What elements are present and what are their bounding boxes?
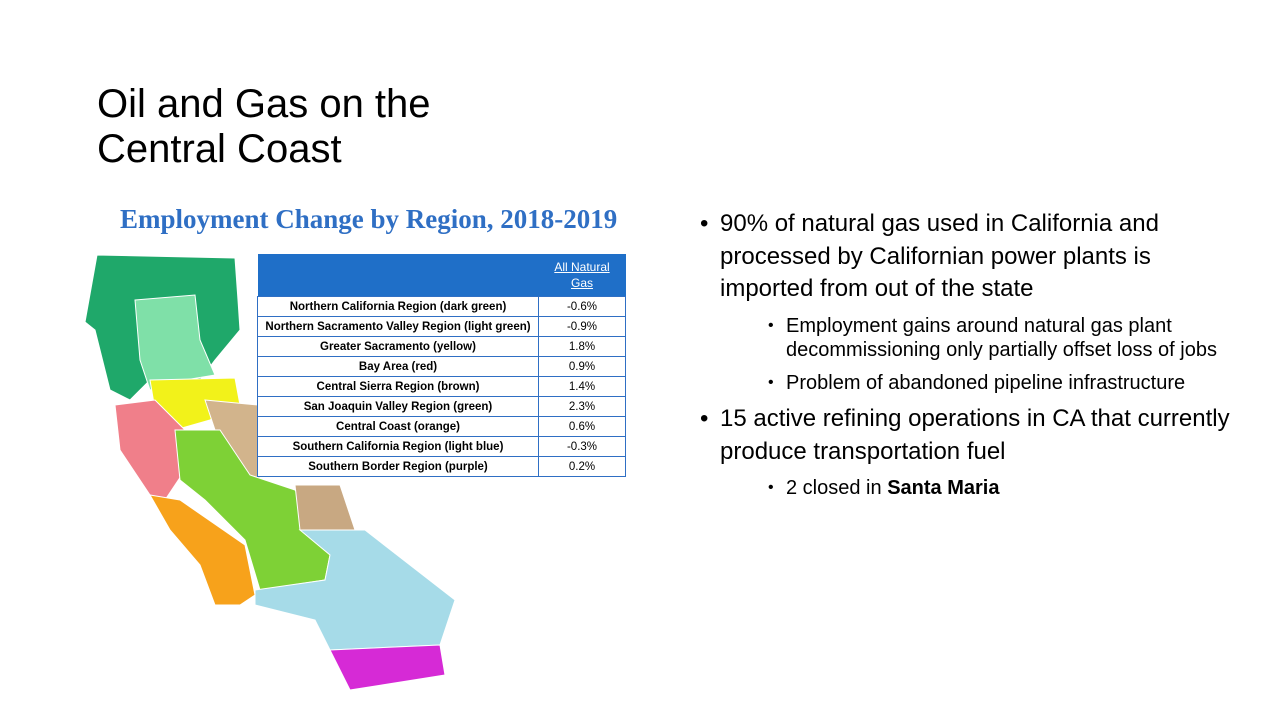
bullet: 90% of natural gas used in California an…	[700, 208, 1240, 306]
region-cell: Northern Sacramento Valley Region (light…	[257, 316, 539, 337]
region-southern	[254, 529, 456, 651]
figure-title: Employment Change by Region, 2018-2019	[120, 204, 618, 234]
table-row: Bay Area (red) 0.9%	[257, 356, 626, 377]
region-cell: Northern California Region (dark green)	[257, 296, 539, 317]
region-cell: Southern Border Region (purple)	[257, 456, 539, 477]
value-cell: 0.2%	[538, 456, 626, 477]
value-cell: -0.9%	[538, 316, 626, 337]
table-row: Greater Sacramento (yellow) 1.8%	[257, 336, 626, 357]
table-row: Northern Sacramento Valley Region (light…	[257, 316, 626, 337]
table-body: Northern California Region (dark green) -…	[257, 296, 626, 477]
region-bay	[114, 399, 186, 501]
bullet: 15 active refining operations in CA that…	[700, 403, 1240, 468]
region-central-coast	[149, 494, 256, 606]
region-cell: Bay Area (red)	[257, 356, 539, 377]
employment-table: All Natural Gas Northern California Regi…	[257, 254, 626, 477]
sub-bullet: Employment gains around natural gas plan…	[768, 314, 1240, 363]
value-cell: 0.9%	[538, 356, 626, 377]
header-label: All Natural Gas	[554, 260, 610, 290]
region-cell: Central Sierra Region (brown)	[257, 376, 539, 397]
table-row: Southern Border Region (purple) 0.2%	[257, 456, 626, 477]
value-cell: 0.6%	[538, 416, 626, 437]
california-map	[84, 254, 456, 691]
table-row: Central Coast (orange) 0.6%	[257, 416, 626, 437]
region-sac-valley	[134, 294, 216, 391]
value-cell: 1.4%	[538, 376, 626, 397]
bullet-list: 90% of natural gas used in California an…	[700, 208, 1240, 509]
title-line: Oil and Gas on the	[97, 82, 431, 126]
region-cell: Southern California Region (light blue)	[257, 436, 539, 457]
slide-title: Oil and Gas on the Central Coast	[97, 82, 431, 172]
value-cell: 1.8%	[538, 336, 626, 357]
sub-bullet-text: 2 closed in	[786, 477, 882, 499]
region-cell: Greater Sacramento (yellow)	[257, 336, 539, 357]
value-cell: 2.3%	[538, 396, 626, 417]
sub-bullet: Problem of abandoned pipeline infrastruc…	[768, 371, 1240, 396]
header-cell: All Natural Gas	[538, 254, 626, 297]
table-row: San Joaquin Valley Region (green) 2.3%	[257, 396, 626, 417]
sub-bullet-text: Employment gains around natural gas plan…	[786, 314, 1217, 362]
sub-bullet: 2 closed in Santa Maria	[768, 476, 1240, 501]
title-line: Central Coast	[97, 127, 342, 171]
value-cell: -0.3%	[538, 436, 626, 457]
table-row: Northern California Region (dark green) -…	[257, 296, 626, 317]
header-row: All Natural Gas	[257, 254, 626, 297]
sub-bullet-text: Problem of abandoned pipeline infrastruc…	[786, 371, 1186, 394]
value-cell: -0.6%	[538, 296, 626, 317]
region-cell: San Joaquin Valley Region (green)	[257, 396, 539, 417]
region-inyo	[294, 484, 356, 531]
sub-bullet-bold: Santa Maria	[887, 477, 1000, 499]
table-row: Southern California Region (light blue) -…	[257, 436, 626, 457]
region-cell: Central Coast (orange)	[257, 416, 539, 437]
header-cell	[257, 254, 539, 297]
table-row: Central Sierra Region (brown) 1.4%	[257, 376, 626, 397]
region-border	[329, 644, 446, 691]
